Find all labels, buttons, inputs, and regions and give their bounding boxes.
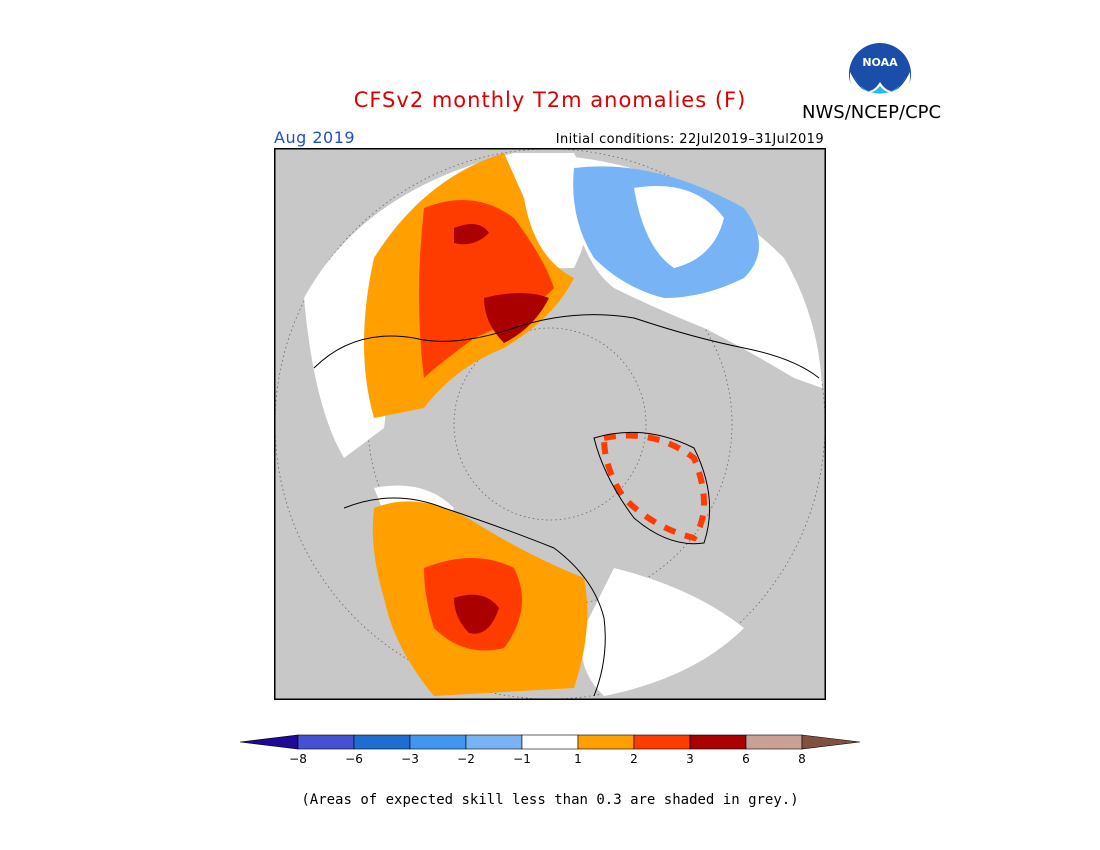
color-bar-ticks: −8 −6 −3 −2 −1 1 2 3 6 8 [240,752,860,768]
noaa-logo: NOAA [849,43,911,106]
agency-label: NWS/NCEP/CPC [802,102,942,123]
color-bar-segment-7 [633,734,691,750]
tick-label: 1 [574,752,582,766]
above-normal-region-greenland [600,432,707,542]
color-bar [240,734,860,750]
color-bar-arrow-low [240,734,299,750]
coastline-greenland [593,431,711,545]
extreme-region-asia-1 [454,224,489,245]
tick-label: −1 [513,752,531,766]
tick-label: 8 [798,752,806,766]
tick-label: −3 [401,752,419,766]
color-bar-segment-9 [745,734,803,750]
map-title: CFSv2 monthly T2m anomalies (F) [353,88,747,112]
color-bar-arrow-high [801,734,860,750]
tick-label: −2 [457,752,475,766]
map-frame [274,148,826,700]
color-bar-segment-5 [521,734,579,750]
color-bar-segment-8 [689,734,747,750]
noaa-logo-text: NOAA [862,56,898,69]
initial-conditions: Initial conditions: 22Jul2019–31Jul2019 [555,132,824,147]
tick-label: −8 [289,752,307,766]
color-bar-segment-3 [409,734,467,750]
much-above-normal-region-asia [419,200,554,378]
color-bar-segment-2 [353,734,411,750]
valid-month: Aug 2019 [274,128,356,147]
color-bar-segment-1 [297,734,355,750]
latitude-circle-inner [453,327,647,521]
extreme-region-north-america [454,594,499,634]
anomaly-map [274,148,826,700]
tick-label: 2 [630,752,638,766]
color-bar-segment-4 [465,734,523,750]
tick-label: 3 [686,752,694,766]
skill-footnote: (Areas of expected skill less than 0.3 a… [301,792,799,808]
color-bar-segment-6 [577,734,635,750]
tick-label: 6 [742,752,750,766]
tick-label: −6 [345,752,363,766]
near-normal-region-atlantic [581,568,744,696]
coastline-eurasia [313,314,820,379]
extreme-region-asia-2 [484,293,549,343]
coastline-north-america [343,497,606,697]
near-normal-patch-europe [634,186,724,268]
